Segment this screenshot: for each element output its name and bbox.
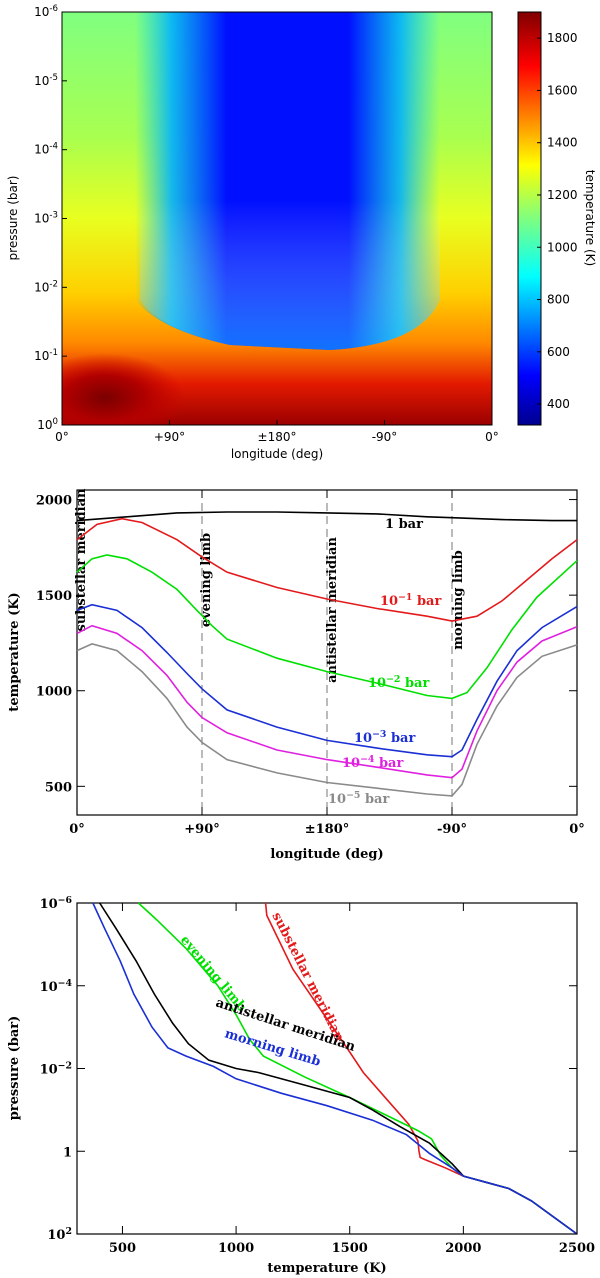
series-line xyxy=(76,511,577,522)
vertical-line-label: substellar meridian xyxy=(74,488,89,631)
vertical-line-label: evening limb xyxy=(199,533,214,627)
heatmap-x-tick-label: 0° xyxy=(485,430,499,444)
series-line xyxy=(76,517,578,622)
line-plot-x-tick-label: 0° xyxy=(569,822,585,837)
line-plot-y-tick-label: 500 xyxy=(45,780,72,795)
line-plot-y-tick-label: 1000 xyxy=(36,685,72,700)
profile-x-tick-label: 1000 xyxy=(218,1241,254,1256)
vertical-line-label: morning limb xyxy=(451,550,466,649)
line-plot-x-tick-label: +90° xyxy=(184,822,219,837)
colorbar-tick-label: 1400 xyxy=(547,136,578,150)
colorbar-tick-label: 1800 xyxy=(547,31,578,45)
heatmap-x-tick-label: 0° xyxy=(55,430,69,444)
heatmap-y-tick-label: 100 xyxy=(37,417,58,432)
series-line xyxy=(76,603,578,758)
panel-heatmap: 0° +90° ±180° -90° 0° 100 10-1 10-2 10-3 10-4 10-… xyxy=(6,4,597,461)
profile-y-tick-label: 1 xyxy=(63,1145,72,1160)
heatmap-x-tick-label: -90° xyxy=(372,430,398,444)
colorbar-tick-label: 800 xyxy=(547,293,570,307)
heatmap-y-tick-label: 10-3 xyxy=(34,211,58,226)
heatmap-y-label: pressure (bar) xyxy=(6,176,20,261)
series-label: 1 bar xyxy=(385,517,423,532)
series-line xyxy=(76,643,578,797)
profile-x-tick-label: 2500 xyxy=(559,1241,595,1256)
line-plot-x-tick-label: ±180° xyxy=(305,822,350,837)
line-plot-y-tick-label: 1500 xyxy=(36,589,72,604)
profile-series-line xyxy=(92,902,578,1235)
line-plot-x-tick-label: 0° xyxy=(69,822,85,837)
colorbar-tick-label: 1200 xyxy=(547,188,578,202)
series-line xyxy=(76,624,578,779)
profile-plot-x-label: temperature (K) xyxy=(267,1261,386,1276)
colorbar-tick-label: 1000 xyxy=(547,240,578,254)
heatmap-x-tick-label: +90° xyxy=(154,430,185,444)
panel-temperature-longitude: substellar meridian evening limb antistell… xyxy=(7,488,585,862)
series-label: 10−5 bar xyxy=(328,790,389,807)
profile-y-tick-label: 102 xyxy=(47,1226,72,1243)
series-line xyxy=(76,554,578,700)
heatmap-y-tick-label: 10-2 xyxy=(34,279,58,294)
profile-y-tick-label: 10−2 xyxy=(40,1061,72,1078)
series-label: 10−1 bar xyxy=(380,592,441,609)
series-label: 10−3 bar xyxy=(354,729,415,746)
profile-y-tick-label: 10−4 xyxy=(40,978,73,995)
colorbar-label: temperature (K) xyxy=(583,170,597,266)
line-plot-y-label: temperature (K) xyxy=(7,592,22,711)
colorbar-tick-label: 600 xyxy=(547,345,570,359)
heatmap-y-tick-label: 10-1 xyxy=(34,348,58,363)
heatmap-x-label: longitude (deg) xyxy=(231,447,323,461)
line-plot-x-tick-label: -90° xyxy=(437,822,467,837)
profile-y-tick-label: 10−6 xyxy=(40,895,72,912)
line-plot-x-label: longitude (deg) xyxy=(270,847,383,862)
profile-x-tick-label: 500 xyxy=(109,1241,136,1256)
profile-series-line xyxy=(264,902,578,1235)
series-label: 10−2 bar xyxy=(368,674,429,691)
series-label: 10−4 bar xyxy=(342,754,403,771)
colorbar-tick-label: 400 xyxy=(547,397,570,411)
colorbar-tick-label: 1600 xyxy=(547,83,578,97)
heatmap-x-tick-label: ±180° xyxy=(258,430,297,444)
profile-series-line xyxy=(99,902,578,1235)
vertical-line-label: antistellar meridian xyxy=(325,537,340,683)
profile-plot-frame xyxy=(76,902,578,1235)
heatmap-y-tick-label: 10-4 xyxy=(34,142,58,157)
colorbar xyxy=(517,11,542,426)
line-plot-y-tick-label: 2000 xyxy=(36,494,72,509)
profile-plot-y-label: pressure (bar) xyxy=(7,1016,22,1121)
heatmap-image xyxy=(62,12,492,425)
profile-x-tick-label: 2000 xyxy=(445,1241,481,1256)
heatmap-y-tick-label: 10-5 xyxy=(34,73,58,88)
profile-x-tick-label: 1500 xyxy=(332,1241,368,1256)
heatmap-y-tick-label: 10-6 xyxy=(34,4,58,19)
